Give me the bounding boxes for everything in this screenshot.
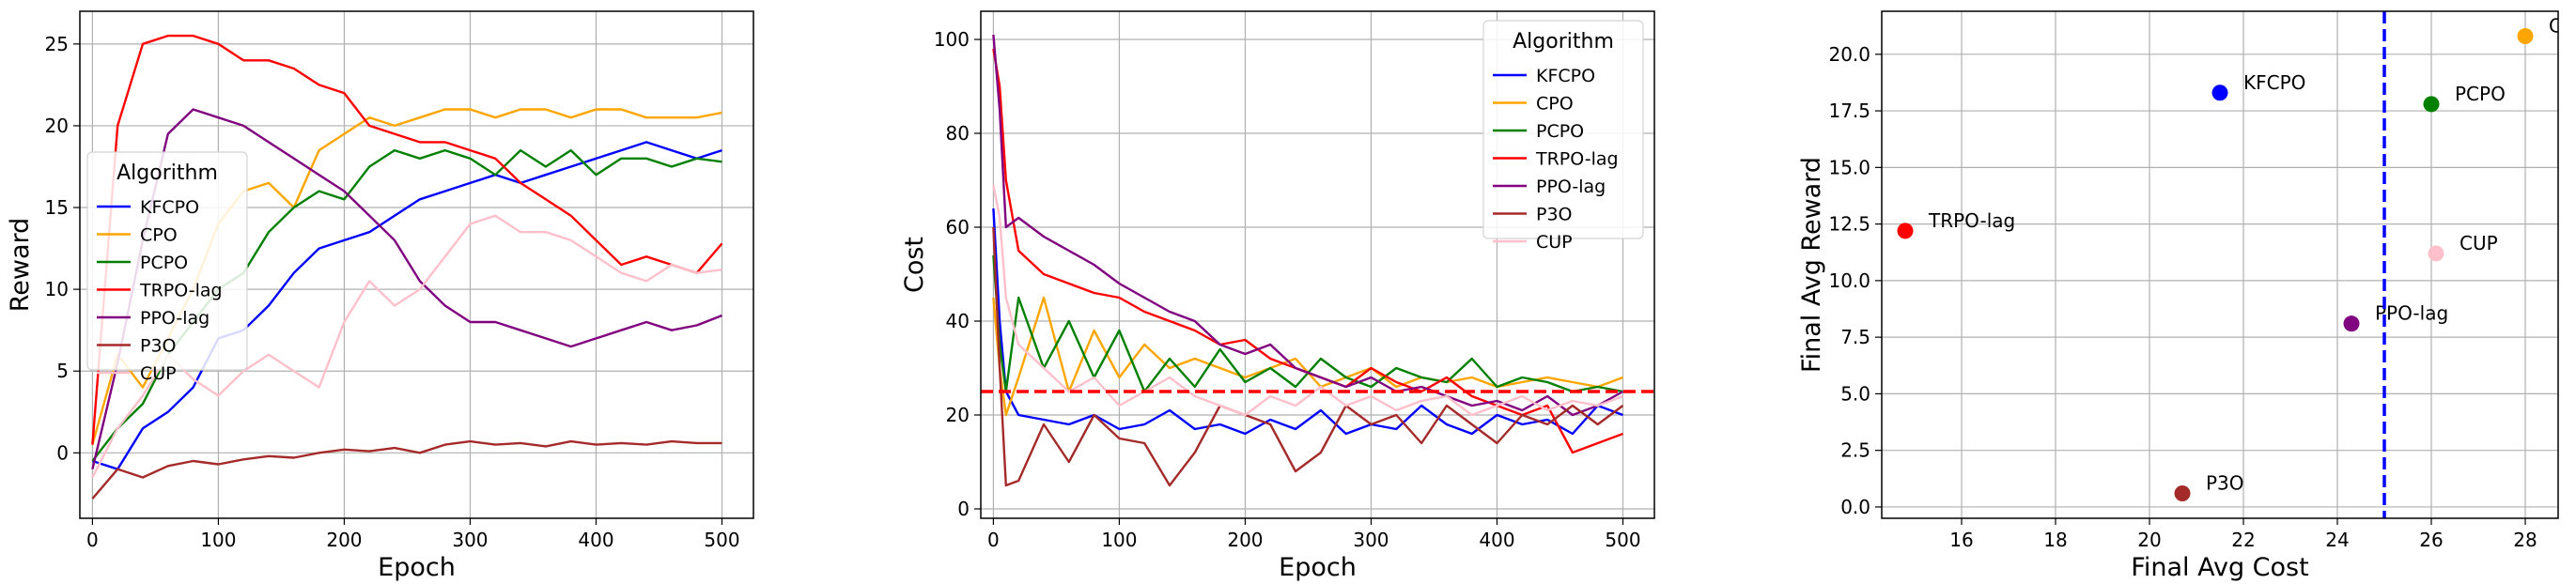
- y-tick-label: 20: [946, 404, 970, 426]
- x-axis-label: Final Avg Cost: [2131, 553, 2308, 582]
- legend-entry: P3O: [140, 336, 177, 357]
- x-tick-label: 28: [2513, 529, 2537, 551]
- point-kfcpo: [2211, 85, 2228, 101]
- y-tick-label: 12.5: [1828, 213, 1870, 236]
- y-tick-label: 0: [957, 498, 970, 520]
- x-tick-label: 26: [2419, 529, 2443, 551]
- series-line-kfcpo: [92, 141, 722, 470]
- y-tick-label: 80: [946, 122, 970, 145]
- point-pcpo: [2423, 96, 2440, 113]
- x-tick-label: 20: [2137, 529, 2161, 551]
- axes-frame: [79, 10, 754, 519]
- legend-entry: CPO: [1536, 94, 1574, 115]
- series-line-cup: [91, 214, 722, 479]
- legend-entry: PPO-lag: [1536, 177, 1606, 197]
- point-label: PPO-lag: [2375, 302, 2448, 325]
- x-tick-label: 500: [1605, 529, 1640, 551]
- x-tick-label: 300: [1353, 529, 1389, 551]
- legend-entry: PCPO: [1536, 121, 1584, 142]
- legend: Algorithm KFCPO CPO PCPO TRPO-lag PPO-lag P3O C…: [1482, 20, 1644, 253]
- point-ppo-lag: [2343, 315, 2360, 332]
- x-tick-label: 100: [200, 529, 236, 551]
- reward-chart: 0 100 200 300 400 500 0 5 10 15 20 25 Epoch Reward Alg…: [6, 10, 754, 582]
- x-tick-label: 22: [2231, 529, 2255, 551]
- point-label: P3O: [2206, 471, 2244, 494]
- series-line-ppo-lag: [992, 34, 1624, 417]
- legend-entry: TRPO-lag: [1535, 149, 1619, 170]
- x-tick-label: 400: [578, 529, 613, 551]
- plot-area: KFCPO CPO PCPO TRPO-lag PPO-lag P3O CUP: [1897, 11, 2576, 518]
- y-tick-label: 2.5: [1840, 439, 1870, 462]
- x-tick-label: 100: [1101, 529, 1137, 551]
- legend-title: Algorithm: [116, 161, 218, 185]
- x-tick-label: 16: [1949, 529, 1973, 551]
- x-tick-label: 0: [987, 529, 1000, 551]
- series-line-pcpo: [992, 254, 1623, 393]
- y-axis-label: Reward: [6, 218, 35, 313]
- axes-frame: [1881, 10, 2559, 519]
- point-p3o: [2174, 484, 2191, 501]
- y-tick-label: 15: [45, 196, 69, 219]
- legend-entry: KFCPO: [140, 197, 199, 218]
- legend-entry: PCPO: [140, 253, 188, 273]
- y-tick-label: 20.0: [1828, 43, 1870, 66]
- y-tick-label: 0.0: [1840, 496, 1870, 518]
- series-line-cup: [992, 184, 1623, 417]
- legend-entry: KFCPO: [1536, 66, 1595, 86]
- legend-entry: CUP: [1536, 232, 1573, 253]
- legend-entry: PPO-lag: [140, 308, 209, 329]
- x-tick-label: 24: [2325, 529, 2349, 551]
- series-line-p3o: [992, 226, 1624, 487]
- series-line-trpo-lag: [91, 34, 723, 445]
- y-tick-label: 5: [56, 360, 69, 382]
- series-line-kfcpo: [992, 207, 1623, 436]
- point-cpo: [2517, 28, 2534, 45]
- x-tick-label: 500: [704, 529, 739, 551]
- series-line-p3o: [91, 439, 722, 499]
- y-tick-label: 5.0: [1840, 382, 1870, 405]
- x-tick-label: 400: [1479, 529, 1514, 551]
- point-label: KFCPO: [2243, 71, 2305, 94]
- legend-entry: P3O: [1536, 205, 1573, 225]
- series-line-ppo-lag: [91, 108, 722, 469]
- y-tick-label: 20: [45, 115, 69, 137]
- x-tick-label: 200: [1227, 529, 1263, 551]
- y-axis-label: Cost: [900, 237, 929, 293]
- x-tick-label: 0: [86, 529, 99, 551]
- legend: Algorithm KFCPO CPO PCPO TRPO-lag PPO-lag P3O C…: [86, 151, 248, 384]
- point-label: TRPO-lag: [1928, 209, 2015, 232]
- plot-area: [981, 34, 1654, 487]
- y-tick-label: 15.0: [1828, 156, 1870, 178]
- x-tick-label: 18: [2043, 529, 2067, 551]
- y-tick-label: 0: [56, 441, 69, 464]
- legend-entry: TRPO-lag: [139, 281, 223, 301]
- y-tick-label: 25: [45, 33, 69, 55]
- reward-vs-cost-scatter: 16 18 20 22 24 26 28 0.0 2.5 5.0 7.5 10.0 12.5 15.0 17…: [1797, 10, 2576, 582]
- y-tick-label: 40: [946, 310, 970, 332]
- y-tick-label: 10: [45, 278, 69, 300]
- series-line-trpo-lag: [992, 48, 1623, 454]
- y-axis-label: Final Avg Reward: [1797, 157, 1826, 373]
- y-tick-label: 100: [934, 28, 970, 51]
- point-label: CUP: [2460, 232, 2498, 254]
- x-axis-label: Epoch: [1279, 553, 1357, 582]
- y-tick-label: 7.5: [1840, 326, 1870, 348]
- y-tick-label: 10.0: [1828, 269, 1870, 292]
- point-label: PCPO: [2455, 83, 2506, 105]
- x-axis-label: Epoch: [378, 553, 456, 582]
- x-tick-label: 200: [326, 529, 362, 551]
- point-cup: [2428, 245, 2444, 262]
- x-tick-label: 300: [452, 529, 488, 551]
- axes-frame: [980, 10, 1655, 519]
- legend-entry: CUP: [140, 363, 177, 384]
- y-tick-label: 60: [946, 216, 970, 238]
- cost-chart: 0 100 200 300 400 500 0 20 40 60 80 100 Epoch Cost Alg…: [900, 10, 1655, 582]
- legend-entry: CPO: [140, 225, 178, 246]
- y-tick-label: 17.5: [1828, 100, 1870, 122]
- legend-title: Algorithm: [1513, 30, 1614, 54]
- point-label: CPO: [2549, 15, 2576, 38]
- point-trpo-lag: [1897, 223, 1914, 239]
